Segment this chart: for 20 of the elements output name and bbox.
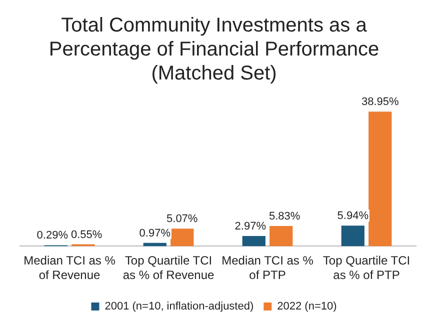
x-tick-label: Median TCI as % of PTP (222, 254, 314, 282)
data-label: 0.55% (70, 228, 102, 241)
bar (368, 112, 392, 246)
bar (341, 226, 364, 246)
data-label: 0.97% (139, 227, 171, 240)
x-tick-label: Top Quartile TCI as % of Revenue (122, 254, 215, 282)
legend-label: 2001 (n=10, inflation-adjusted) (104, 300, 254, 313)
chart-title: Total Community Investments as a Percentage of Financial Performance (Matched Set) (48, 14, 380, 85)
data-label: 38.95% (361, 96, 399, 108)
bar (270, 226, 293, 246)
data-label: 2.97% (234, 220, 266, 232)
bar (242, 236, 266, 246)
x-tick-label: Top Quartile TCI as % of PTP (322, 254, 410, 282)
legend-label: 2022 (n=10) (277, 300, 337, 313)
bar (170, 228, 194, 246)
data-label: 5.94% (337, 210, 369, 222)
data-label: 5.83% (268, 210, 300, 223)
data-label: 5.07% (166, 213, 198, 226)
data-label: 0.29% (36, 230, 68, 242)
x-tick-label: Median TCI as % of Revenue (24, 254, 116, 282)
